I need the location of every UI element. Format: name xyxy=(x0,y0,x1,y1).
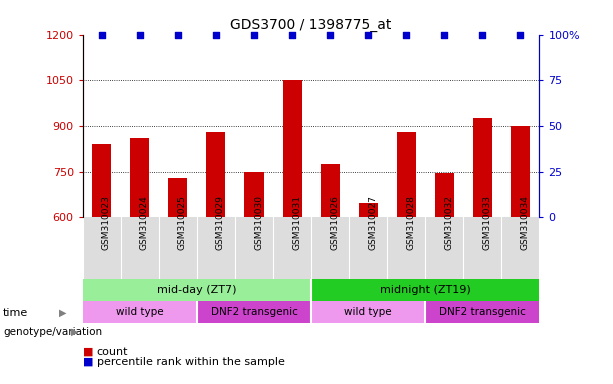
Point xyxy=(97,31,107,38)
Point xyxy=(478,31,487,38)
Bar xyxy=(207,132,226,217)
Text: GSM310034: GSM310034 xyxy=(520,195,530,250)
Bar xyxy=(511,126,530,217)
Text: GSM310028: GSM310028 xyxy=(406,195,415,250)
Text: wild type: wild type xyxy=(116,307,164,317)
Bar xyxy=(397,132,416,217)
Text: GSM310027: GSM310027 xyxy=(368,195,377,250)
Point xyxy=(211,31,221,38)
Text: GSM310032: GSM310032 xyxy=(444,195,453,250)
Point xyxy=(402,31,411,38)
Bar xyxy=(311,280,539,301)
Text: GSM310025: GSM310025 xyxy=(178,195,187,250)
Text: percentile rank within the sample: percentile rank within the sample xyxy=(97,357,284,367)
Text: GSM310029: GSM310029 xyxy=(216,195,225,250)
Bar xyxy=(435,173,454,217)
Bar xyxy=(473,118,492,217)
Text: ▶: ▶ xyxy=(59,308,66,318)
Text: GSM310033: GSM310033 xyxy=(482,195,492,250)
Point xyxy=(173,31,183,38)
Point xyxy=(440,31,449,38)
Text: midnight (ZT19): midnight (ZT19) xyxy=(380,285,471,295)
Text: GSM310031: GSM310031 xyxy=(292,195,301,250)
Bar xyxy=(359,203,378,217)
Bar xyxy=(283,79,302,217)
Text: GSM310023: GSM310023 xyxy=(102,195,111,250)
Point xyxy=(516,31,525,38)
Bar xyxy=(83,280,311,301)
Point xyxy=(135,31,145,38)
Bar xyxy=(93,144,112,217)
Bar xyxy=(311,301,425,323)
Text: GSM310026: GSM310026 xyxy=(330,195,339,250)
Text: GSM310024: GSM310024 xyxy=(140,195,149,250)
Text: mid-day (ZT7): mid-day (ZT7) xyxy=(157,285,237,295)
Bar xyxy=(83,301,197,323)
Point xyxy=(326,31,335,38)
Text: wild type: wild type xyxy=(345,307,392,317)
Text: DNF2 transgenic: DNF2 transgenic xyxy=(211,307,297,317)
Bar xyxy=(425,301,539,323)
Bar xyxy=(245,172,264,217)
Text: ■: ■ xyxy=(83,357,93,367)
Text: ▶: ▶ xyxy=(71,327,78,337)
Point xyxy=(364,31,373,38)
Bar xyxy=(169,178,188,217)
Title: GDS3700 / 1398775_at: GDS3700 / 1398775_at xyxy=(230,18,392,32)
Text: GSM310030: GSM310030 xyxy=(254,195,263,250)
Bar xyxy=(131,137,150,217)
Text: DNF2 transgenic: DNF2 transgenic xyxy=(439,307,526,317)
Point xyxy=(249,31,259,38)
Bar xyxy=(197,301,311,323)
Text: time: time xyxy=(3,308,28,318)
Point xyxy=(287,31,297,38)
Text: genotype/variation: genotype/variation xyxy=(3,327,102,337)
Bar xyxy=(321,164,340,217)
Text: ■: ■ xyxy=(83,347,93,357)
Text: count: count xyxy=(97,347,128,357)
